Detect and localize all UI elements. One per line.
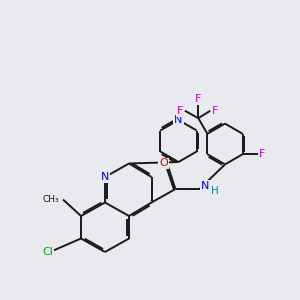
Text: F: F xyxy=(177,106,184,116)
Text: F: F xyxy=(212,106,218,116)
Text: H: H xyxy=(211,185,219,196)
Text: F: F xyxy=(259,149,266,159)
Text: N: N xyxy=(101,172,109,182)
Text: F: F xyxy=(195,94,202,104)
Text: N: N xyxy=(174,115,183,125)
Text: Cl: Cl xyxy=(43,247,53,257)
Text: N: N xyxy=(201,181,209,191)
Text: O: O xyxy=(159,158,168,169)
Text: CH₃: CH₃ xyxy=(43,195,59,204)
